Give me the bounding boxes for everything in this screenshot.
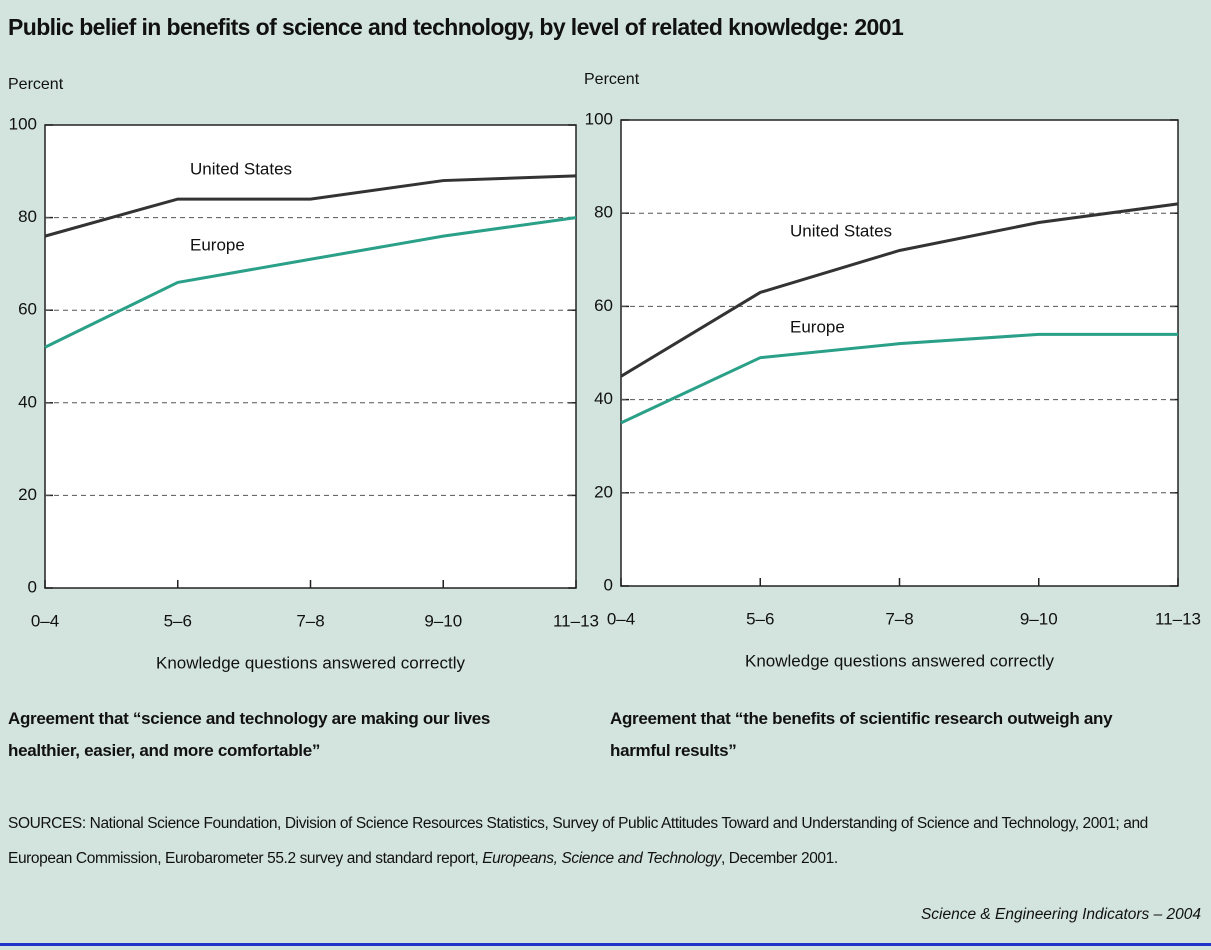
x-tick-label: 0–4 xyxy=(607,609,635,628)
series-label: United States xyxy=(790,221,892,240)
y-tick-label: 20 xyxy=(18,485,37,504)
x-tick-label: 7–8 xyxy=(885,609,913,628)
x-tick-label: 11–13 xyxy=(553,611,599,630)
title: Public belief in benefits of science and… xyxy=(8,14,904,40)
y-tick-label: 40 xyxy=(18,392,37,411)
y-tick-label: 100 xyxy=(585,109,613,128)
x-tick-label: 9–10 xyxy=(1020,609,1058,628)
sources-report: Europeans, Science and Technology xyxy=(482,850,721,867)
caption: Agreement that “the benefits of scientif… xyxy=(610,709,1113,760)
y-tick-label: 20 xyxy=(594,482,613,501)
y-tick-label: 80 xyxy=(594,203,613,222)
x-tick-label: 9–10 xyxy=(424,611,462,630)
credit: Science & Engineering Indicators – 2004 xyxy=(920,906,1201,923)
x-tick-label: 5–6 xyxy=(746,609,774,628)
plot-area xyxy=(44,124,577,589)
y-tick-label: 0 xyxy=(28,577,37,596)
sources-text: SOURCES: National Science Foundation, Di… xyxy=(8,815,1148,867)
sources: SOURCES: National Science Foundation, Di… xyxy=(8,806,1208,876)
series-label: United States xyxy=(190,159,292,178)
series-line xyxy=(620,202,1179,378)
y-axis-label: Percent xyxy=(584,71,640,88)
y-tick-label: 40 xyxy=(594,389,613,408)
series-line xyxy=(620,332,1178,425)
x-axis-label: Knowledge questions answered correctly xyxy=(156,653,466,672)
series-line xyxy=(44,216,577,349)
y-tick-label: 60 xyxy=(594,296,613,315)
y-tick-label: 80 xyxy=(18,207,37,226)
y-tick-label: 100 xyxy=(9,114,37,133)
caption: Agreement that “science and technology a… xyxy=(8,709,491,760)
x-tick-label: 0–4 xyxy=(31,611,59,630)
x-tick-label: 7–8 xyxy=(296,611,324,630)
series-label: Europe xyxy=(790,317,845,336)
x-tick-label: 11–13 xyxy=(1155,609,1201,628)
rule xyxy=(0,943,1211,946)
x-axis-label: Knowledge questions answered correctly xyxy=(745,651,1055,670)
plot-area xyxy=(620,119,1179,587)
y-tick-label: 60 xyxy=(18,300,37,319)
series-label: Europe xyxy=(190,235,245,254)
y-tick-label: 0 xyxy=(604,575,613,594)
sources-end: , December 2001. xyxy=(720,850,838,867)
x-tick-label: 5–6 xyxy=(164,611,192,630)
y-axis-label: Percent xyxy=(8,76,64,93)
series-line xyxy=(44,174,577,238)
